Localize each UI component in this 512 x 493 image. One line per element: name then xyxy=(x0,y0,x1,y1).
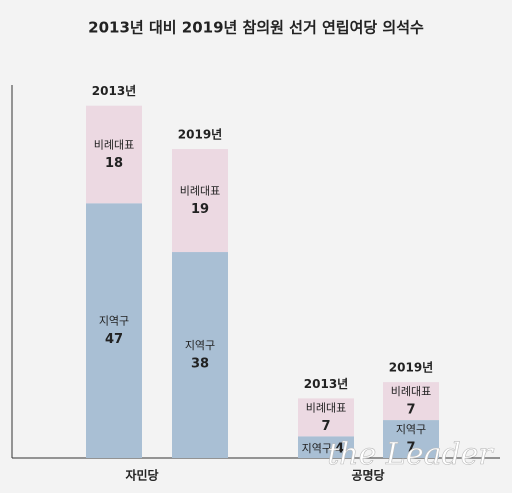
segment-name: 비례대표 xyxy=(306,401,346,414)
bar-segment xyxy=(86,105,142,204)
bar-label: 2013년 xyxy=(304,377,348,391)
segment-name: 지역구 xyxy=(185,339,215,352)
bar-label: 2019년 xyxy=(178,128,222,142)
watermark: the Leader xyxy=(327,437,494,472)
segment-name: 비례대표 xyxy=(391,385,431,398)
bar-segment xyxy=(298,436,354,458)
segment-value: 18 xyxy=(105,156,123,171)
segment-name: 비례대표 xyxy=(94,138,134,151)
bar-segment xyxy=(298,398,354,437)
bar-label: 2019년 xyxy=(389,361,433,375)
segment-name: 비례대표 xyxy=(180,185,220,198)
bar-segment xyxy=(172,252,228,458)
category-label: 공명당 xyxy=(351,468,384,483)
segment-value: 7 xyxy=(321,419,330,434)
segment-value: 7 xyxy=(406,403,415,418)
bar-segment xyxy=(86,203,142,458)
chart-title: 2013년 대비 2019년 참의원 선거 연립여당 의석수 xyxy=(88,19,424,37)
bar-label: 2013년 xyxy=(92,84,136,98)
segment-value: 7 xyxy=(406,441,415,456)
segment-value: 38 xyxy=(191,357,209,372)
segment-value: 4 xyxy=(335,442,344,457)
segment-name: 지역구 xyxy=(99,315,129,328)
bar-segment xyxy=(383,420,439,458)
bar-segment xyxy=(383,382,439,421)
category-label: 자민당 xyxy=(125,468,158,483)
bar-segment xyxy=(172,149,228,253)
segment-value: 19 xyxy=(191,202,209,217)
segment-name: 지역구 xyxy=(302,442,332,455)
segment-name: 지역구 xyxy=(396,423,426,436)
segment-value: 47 xyxy=(105,332,123,347)
